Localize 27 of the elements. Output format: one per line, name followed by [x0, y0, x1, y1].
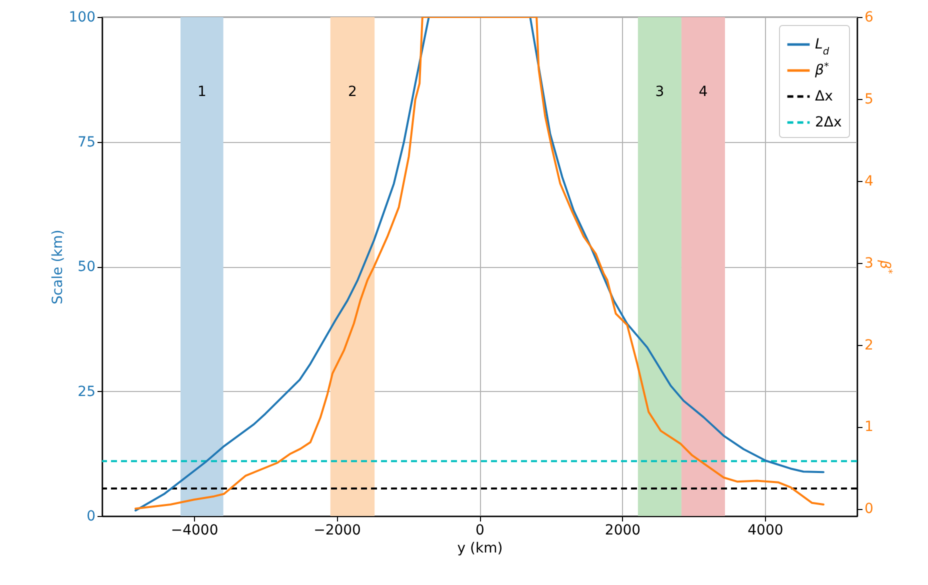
y-tick-label: 0 [86, 508, 96, 524]
band-label: 2 [348, 84, 357, 100]
x-tick-label: −2000 [314, 522, 361, 538]
y2-tick-label: 4 [864, 173, 874, 190]
y2-tick-label: 5 [864, 91, 874, 108]
x-tick-label: 4000 [748, 522, 784, 538]
y2-tick-label: 3 [864, 255, 874, 272]
x-tick-label: 0 [476, 522, 484, 538]
y2-tick-label: 2 [864, 337, 874, 354]
y-tick-label: 75 [78, 134, 96, 150]
y-tick-label: 50 [78, 259, 96, 275]
x-tick-label: 2000 [604, 522, 641, 538]
y2-tick-label: 6 [864, 10, 874, 26]
band-label: 1 [197, 84, 206, 100]
band-label: 4 [698, 84, 708, 100]
x-axis-title: y (km) [457, 540, 503, 556]
y-tick-label: 100 [68, 10, 96, 26]
band-label: 3 [655, 84, 664, 100]
y-tick-label: 25 [78, 384, 96, 400]
y2-tick-label: 0 [864, 501, 874, 518]
legend-label: β$^{*}$ [814, 61, 829, 78]
x-tick-label: −4000 [170, 522, 218, 538]
y-axis-title: Scale (km) [50, 230, 66, 304]
legend-label: Δx [815, 88, 833, 104]
legend-label: L$_{d}$ [815, 36, 830, 57]
y2-tick-label: 1 [864, 419, 874, 436]
legend-label: 2Δx [815, 114, 842, 130]
